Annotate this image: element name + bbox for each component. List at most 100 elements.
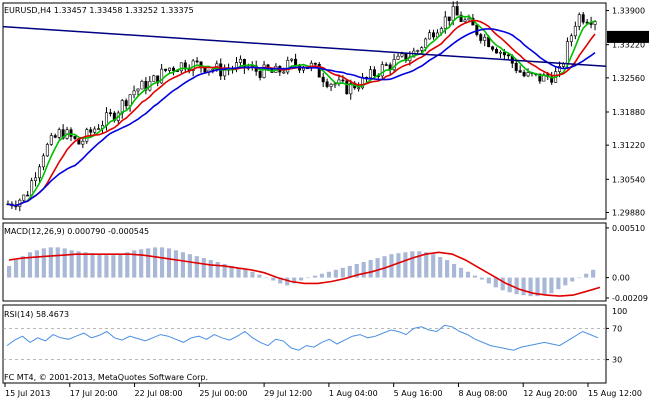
macd-histogram-bar (194, 256, 199, 278)
macd-histogram-bar (305, 277, 311, 279)
x-tick-label: 5 Aug 16:00 (394, 389, 443, 398)
candle-body (357, 87, 361, 90)
trend-line (2, 25, 607, 68)
candle-body (577, 14, 581, 27)
rsi-y-top-label: 100 (612, 307, 627, 316)
x-tick-label: 12 Aug 20:00 (523, 389, 577, 398)
macd-histogram-bar (312, 275, 318, 278)
macd-histogram-bar (458, 267, 464, 278)
macd-histogram-bar (83, 252, 88, 278)
main-y-tick-label: 1.33220 (612, 41, 645, 50)
macd-histogram-bar (472, 275, 478, 278)
macd-histogram-bar (549, 277, 554, 294)
macd-histogram-bar (500, 277, 505, 291)
macd-histogram-bar (111, 255, 116, 278)
candle-body (424, 38, 428, 48)
macd-y-tick-label: 0.00510 (612, 224, 645, 233)
macd-histogram-bar (319, 273, 325, 278)
candle-body (140, 81, 144, 90)
candle-body (416, 50, 420, 52)
candle-body (479, 34, 483, 41)
macd-histogram-bar (34, 250, 39, 278)
macd-histogram-bar (215, 262, 220, 278)
macd-histogram-bar (97, 254, 102, 278)
candle-body (325, 81, 329, 87)
x-tick-label: 29 Jul 12:00 (264, 389, 312, 398)
chart-frames (2, 2, 607, 384)
macd-histogram-bar (20, 256, 26, 278)
candle-body (211, 68, 215, 71)
macd-histogram-bar (146, 248, 151, 278)
candle-body (22, 194, 26, 201)
candle-body (290, 58, 294, 61)
candle-body (179, 62, 183, 72)
macd-histogram-bar (118, 254, 123, 278)
macd-histogram-bar (104, 255, 109, 278)
candle-body (57, 129, 61, 138)
main-price-panel[interactable] (2, 0, 607, 212)
macd-panel[interactable] (7, 247, 601, 297)
candle-body (483, 36, 487, 41)
x-tick-label: 17 Jul 20:00 (70, 389, 118, 398)
candle-body (463, 19, 467, 22)
candle-body (550, 76, 554, 83)
candle-body (195, 60, 199, 63)
macd-histogram-bar (528, 277, 533, 297)
candle-body (81, 140, 85, 145)
macd-histogram-bar (90, 253, 95, 278)
candle-body (317, 64, 321, 78)
candle-body (53, 135, 57, 138)
rsi-y-tick-label: 30 (612, 356, 622, 365)
macd-histogram-bar (493, 277, 498, 288)
candle-body (282, 71, 286, 74)
macd-histogram-bar (285, 277, 290, 286)
macd-histogram-bar (299, 277, 304, 281)
macd-histogram-bar (159, 247, 165, 278)
macd-histogram-bar (187, 254, 192, 278)
candle-body (152, 75, 156, 82)
candle-body (37, 166, 41, 179)
candle-body (329, 83, 333, 87)
candle-body (286, 60, 290, 73)
macd-y-tick-label: 0.00 (612, 274, 630, 283)
macd-histogram-bar (556, 277, 561, 290)
candle-body (569, 35, 573, 42)
candle-body (467, 17, 471, 21)
macd-histogram-bar (139, 249, 144, 278)
macd-histogram-bar (41, 248, 46, 278)
macd-histogram-bar (375, 258, 380, 278)
candle-body (61, 129, 65, 139)
macd-histogram-bar (570, 277, 575, 282)
macd-histogram-bar (424, 252, 429, 278)
macd-histogram-bar (222, 263, 227, 278)
macd-histogram-bar (486, 277, 491, 284)
copyright-footer: FC MT4, © 2001-2013, MetaQuotes Software… (4, 373, 208, 382)
candle-body (89, 129, 93, 133)
macd-histogram-bar (180, 252, 185, 278)
candle-body (506, 54, 510, 57)
macd-signal-line (8, 251, 601, 297)
macd-histogram-bar (62, 248, 67, 278)
candle-body (349, 82, 353, 95)
rsi-panel[interactable] (3, 324, 606, 361)
candle-body (498, 51, 502, 54)
macd-histogram-bar (243, 269, 248, 278)
candle-body (400, 53, 404, 57)
x-tick-label: 15 Jul 2013 (5, 389, 50, 398)
candle-body (428, 32, 432, 40)
main-y-tick-label: 1.31220 (612, 141, 645, 150)
rsi-y-tick-label: 70 (612, 324, 622, 333)
macd-histogram-bar (542, 277, 547, 296)
candle-body (451, 6, 455, 21)
candle-body (262, 64, 266, 78)
candle-body (380, 64, 384, 77)
candle-body (491, 46, 495, 50)
main-panel-title: EURUSD,H4 1.33457 1.33458 1.33252 1.3337… (4, 6, 194, 15)
main-panel-frame (2, 2, 607, 220)
macd-histogram-bar (445, 260, 450, 278)
macd-histogram-bar (278, 277, 283, 284)
current-price-tag (607, 30, 649, 43)
main-y-tick-label: 1.30540 (612, 175, 645, 184)
candle-body (238, 58, 242, 63)
